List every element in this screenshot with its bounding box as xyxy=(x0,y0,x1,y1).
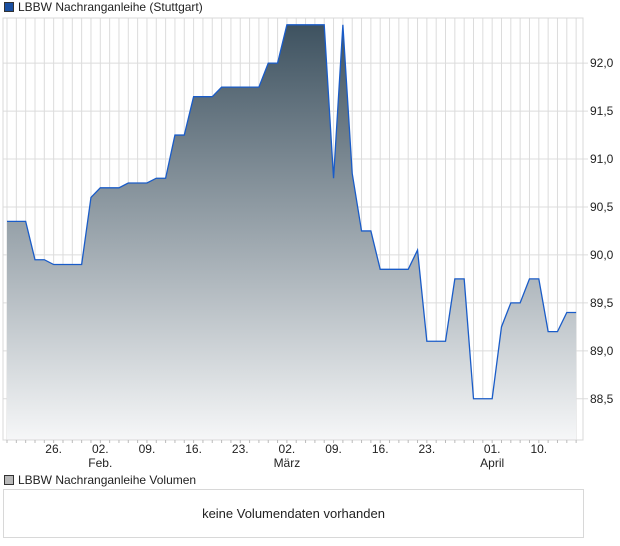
y-tick-label: 89,0 xyxy=(590,344,614,358)
x-tick-label: 16. xyxy=(185,442,202,456)
x-tick-label: 02. xyxy=(92,442,109,456)
plot-frame xyxy=(2,17,584,441)
y-tick-label: 88,5 xyxy=(590,392,614,406)
y-tick-label: 90,0 xyxy=(590,248,614,262)
x-tick-label: 09. xyxy=(139,442,156,456)
y-tick-label: 91,5 xyxy=(590,104,614,118)
volume-legend-square xyxy=(4,475,14,485)
price-legend: LBBW Nachranganleihe (Stuttgart) xyxy=(4,0,203,14)
x-tick-label: 26. xyxy=(45,442,62,456)
y-tick-label: 92,0 xyxy=(590,56,614,70)
price-legend-square xyxy=(4,2,14,12)
volume-legend-label: LBBW Nachranganleihe Volumen xyxy=(18,473,197,487)
y-tick-label: 91,0 xyxy=(590,152,614,166)
volume-empty-message: keine Volumendaten vorhanden xyxy=(202,506,385,521)
x-tick-label: 10. xyxy=(530,442,547,456)
price-chart: 88,589,089,590,090,591,091,592,0 26. 02.F… xyxy=(2,17,614,470)
x-tick-label: 23. xyxy=(419,442,436,456)
x-tick-label: 02. xyxy=(279,442,296,456)
x-tick-label: 09. xyxy=(325,442,342,456)
x-month-label: April xyxy=(480,456,504,470)
y-tick-label: 89,5 xyxy=(590,296,614,310)
x-tick-label: 16. xyxy=(372,442,389,456)
x-month-label: Feb. xyxy=(88,456,112,470)
price-line xyxy=(7,24,577,400)
price-area xyxy=(7,24,577,440)
volume-legend: LBBW Nachranganleihe Volumen xyxy=(4,473,196,487)
x-month-label: März xyxy=(274,456,301,470)
y-axis: 88,5 89,0 89,5 90,0 90,5 91,0 91,5 92,0 xyxy=(590,56,614,406)
x-tick-label: 23. xyxy=(232,442,249,456)
volume-panel: keine Volumendaten vorhanden xyxy=(3,489,584,538)
price-legend-label: LBBW Nachranganleihe (Stuttgart) xyxy=(18,0,203,14)
y-tick-label: 90,5 xyxy=(590,200,614,214)
x-tick-label: 01. xyxy=(484,442,501,456)
